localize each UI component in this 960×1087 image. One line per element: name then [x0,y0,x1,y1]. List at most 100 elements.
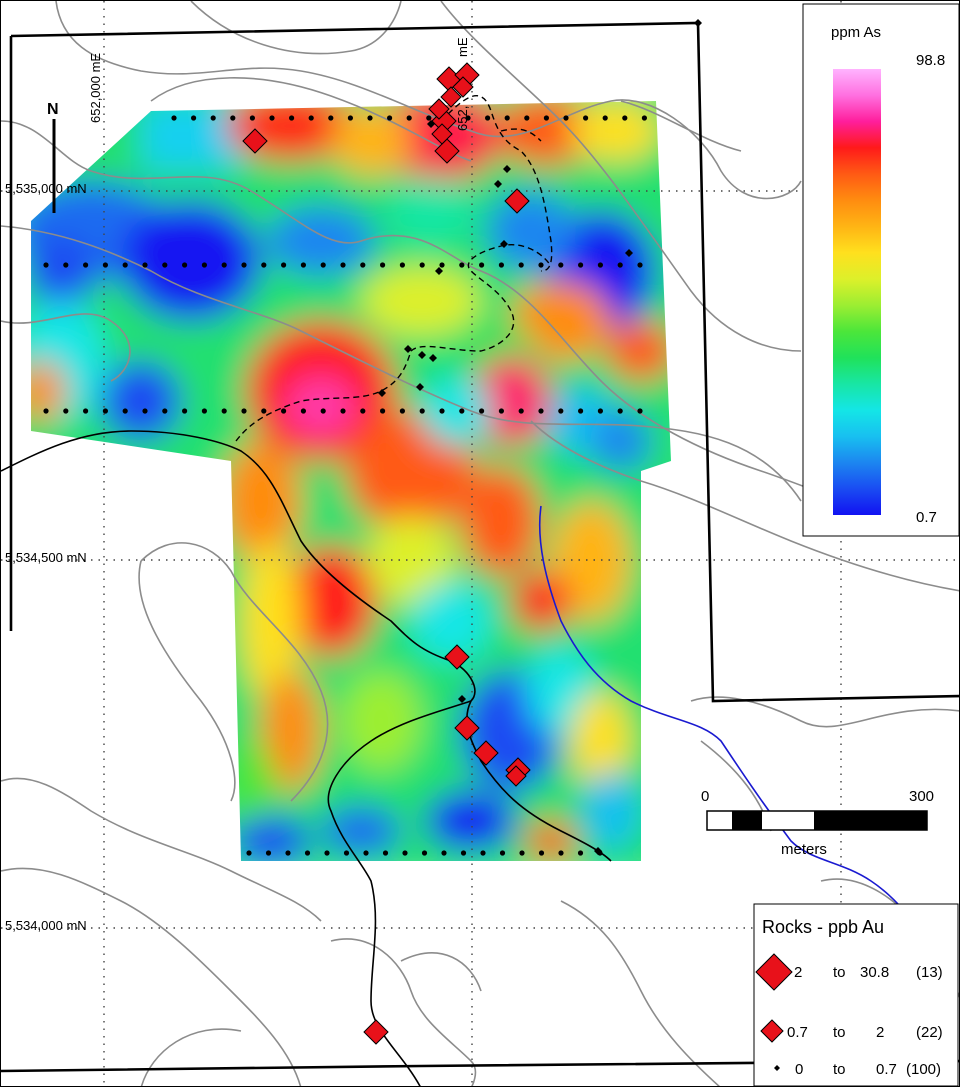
soil-line-2-point [578,262,584,268]
scale-bar-min-label: 0 [701,788,709,805]
soil-line-2-point [241,262,247,268]
soil-line-3-point [300,408,306,414]
soil-line-2-point [201,262,207,268]
scale-bar-segment-2 [814,811,927,830]
rock-sample-low [694,19,702,27]
soil-line-2-point [281,262,287,268]
soil-line-2-point [538,262,544,268]
soil-line-4-point [577,850,584,856]
rocks-legend-class-1-count: (13) [916,964,943,981]
soil-line-3-point [578,408,584,414]
scale-bar-max-label: 300 [909,788,934,805]
rock-sample-low [500,240,508,248]
rock-sample-low [435,267,443,275]
soil-line-2-point [498,262,504,268]
soil-line-1-point [622,115,628,121]
rocks-legend-class-3-to-word: to [833,1061,846,1078]
rock-sample-mid [452,76,474,98]
soil-line-2-point [300,262,306,268]
north-arrow: N [47,101,59,213]
soil-line-2-point [43,262,49,268]
soil-line-4-point [343,850,350,856]
soil-line-3-point [122,408,128,414]
soil-line-3-point [63,408,69,414]
soil-line-4-point [499,850,506,856]
soil-line-2-point [617,262,623,268]
soil-line-1-point [328,115,334,121]
soil-line-3-point [281,408,287,414]
soil-line-2-point [142,262,148,268]
soil-line-3-point [360,408,366,414]
soil-line-1-point [583,115,589,121]
soil-line-4-point [441,850,447,856]
rock-sample-mid [505,765,527,787]
rock-sample-high [504,188,530,214]
rock-sample-low [458,695,466,703]
soil-line-2-point [459,262,465,268]
soil-line-4-point [304,850,311,856]
rock-sample-points [242,19,702,1045]
soil-line-3-point [241,408,247,414]
rock-sample-mid [431,123,453,145]
northing-label-3: 5,534,000 mN [5,918,87,933]
rocks-legend-class-2-to: 2 [876,1024,884,1041]
soil-line-3-point [419,408,425,414]
soil-line-2-point [221,262,227,268]
rock-sample-high [473,740,499,766]
tracks [235,95,553,442]
rocks-legend: Rocks - ppb Au 2 to 30.8 (13) 0.7 to 2 (… [753,903,959,1086]
soil-line-2-point [83,262,89,268]
soil-line-3-point [43,408,49,414]
rock-sample-low [416,383,424,391]
rocks-legend-class-3-count: (100) [906,1061,941,1078]
north-arrow-label: N [47,101,59,118]
soil-line-3-point [617,408,623,414]
rocks-legend-small-diamond-icon [760,1019,784,1043]
soil-line-2-point [320,262,326,268]
soil-line-3-point [479,408,485,414]
rocks-legend-class-3-from: 0 [795,1061,803,1078]
easting-label-1: 652,000 mE [88,53,103,123]
rock-sample-high [454,715,480,741]
soil-line-3-point [102,408,108,414]
soil-line-4-point [324,850,330,856]
soil-line-1-point [191,115,197,121]
soil-line-3-point [142,408,148,414]
arsenic-heatmap [31,101,671,861]
soil-line-1-point [465,115,471,121]
rock-sample-high [363,1019,389,1045]
northing-label-2: 5,534,500 mN [5,550,87,565]
soil-line-2-point [597,262,604,268]
scale-bar: 0 300 meters [701,788,934,858]
rocks-legend-class-1-to: 30.8 [860,964,889,981]
soil-line-4-point [558,850,564,856]
rocks-legend-class-2-to-word: to [833,1024,846,1041]
soil-line-4-point [421,850,428,856]
soil-line-1-point [210,115,216,121]
rocks-legend-class-2-from: 0.7 [787,1024,808,1041]
soil-line-1-point [563,115,569,121]
rock-sample-mid [428,98,450,120]
soil-line-4-point [519,850,525,856]
soil-line-1-point [641,115,648,121]
stream [538,505,942,962]
soil-line-2-point [340,262,346,268]
soil-line-1-point [269,115,275,121]
rock-sample-mid [440,86,462,108]
soil-line-1-point [230,115,236,121]
color-legend-min-label: 0.7 [916,509,937,526]
soil-line-2-point [360,262,366,268]
rock-sample-low [429,354,437,362]
rock-sample-low [418,351,426,359]
soil-line-2-point [439,262,445,268]
soil-line-3-point [201,408,207,414]
soil-line-2-point [102,262,108,268]
soil-line-3-point [518,408,524,414]
soil-line-2-point [399,262,405,268]
soil-line-2-point [518,262,524,268]
rocks-legend-class-3-to: 0.7 [876,1061,897,1078]
color-legend-max-label: 98.8 [916,52,945,69]
northing-label-1: 5,535,000 mN [5,181,87,196]
